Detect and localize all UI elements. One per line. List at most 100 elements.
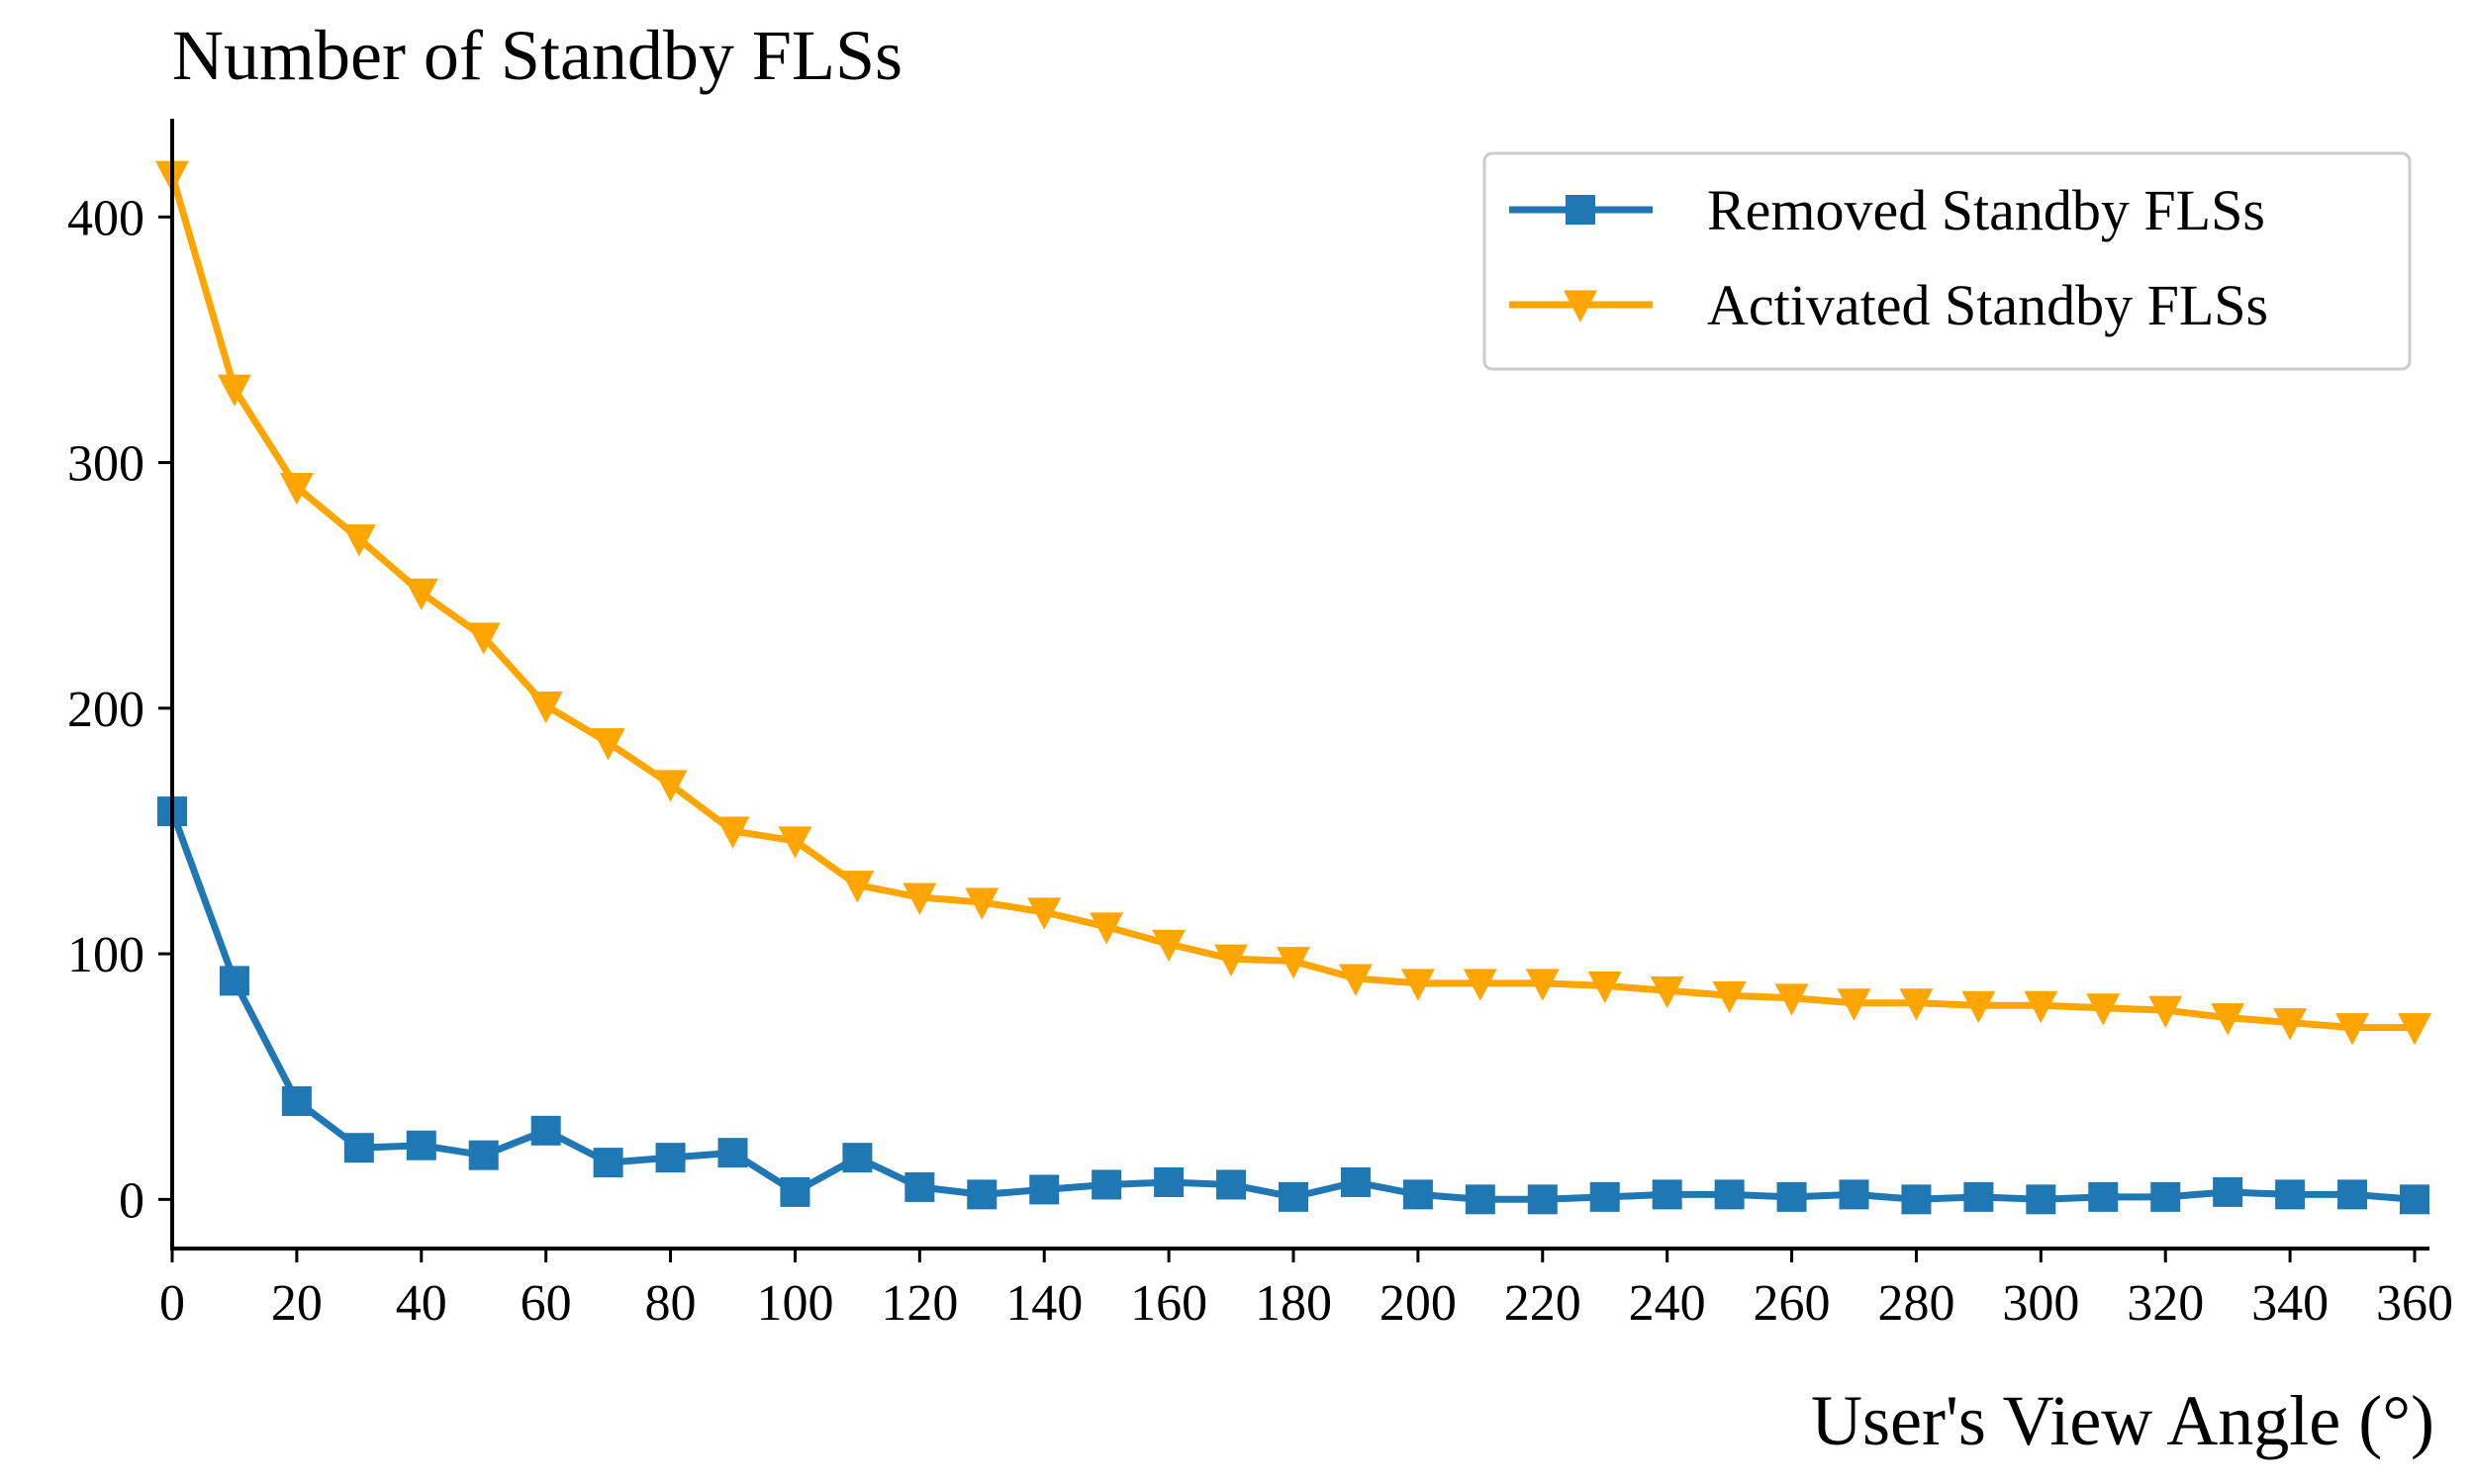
data-point [1650, 975, 1684, 1009]
data-point [1525, 969, 1560, 1001]
data-point [2335, 1013, 2370, 1046]
data-point [1652, 1179, 1682, 1210]
x-ticks: 0 20 40 60 80 100 120 140 160 180 200 220 240 260 280 3… [159, 1249, 2453, 1332]
x-tick-label: 220 [1504, 1275, 1581, 1332]
data-point [1587, 971, 1622, 1004]
data-point [2211, 1003, 2245, 1036]
data-point [279, 472, 314, 506]
legend-marker [1564, 290, 1597, 323]
data-point [404, 578, 438, 610]
y-axis-title: Number of Standby FLSs [172, 16, 903, 95]
data-point [1837, 988, 1871, 1021]
y-tick-label: 100 [67, 927, 144, 983]
data-point [468, 1140, 499, 1170]
data-point [593, 1148, 623, 1178]
x-tick-label: 200 [1380, 1275, 1457, 1332]
data-point [219, 966, 249, 996]
data-point [1774, 983, 1809, 1016]
data-point [2024, 990, 2058, 1024]
data-point [281, 1086, 312, 1117]
data-point [2337, 1179, 2368, 1210]
x-tick-label: 100 [756, 1275, 833, 1332]
y-tick-label: 300 [67, 436, 144, 493]
data-point [2148, 995, 2183, 1029]
data-point [655, 1143, 686, 1173]
legend-label: Removed Standby FLSs [1707, 178, 2265, 242]
data-point [1463, 969, 1497, 1001]
data-point [406, 1130, 436, 1160]
data-point [1839, 1179, 1869, 1210]
data-point [903, 882, 937, 915]
data-point [967, 1179, 998, 1210]
data-point [217, 374, 251, 407]
data-point [1154, 1166, 1185, 1197]
legend-marker [1566, 195, 1595, 225]
x-tick-label: 240 [1629, 1275, 1706, 1332]
y-tick-label: 400 [67, 190, 144, 246]
data-point [2086, 993, 2121, 1026]
data-point [1712, 980, 1747, 1014]
data-point [2088, 1181, 2119, 1212]
x-tick-label: 120 [881, 1275, 958, 1332]
x-tick-label: 300 [2002, 1275, 2079, 1332]
data-point [778, 826, 812, 859]
data-point [591, 728, 625, 761]
data-point [1027, 897, 1062, 930]
data-point [904, 1171, 935, 1202]
data-point [1279, 1181, 1308, 1212]
data-point [653, 770, 688, 802]
data-point [1402, 1179, 1433, 1210]
legend-frame [1482, 151, 2412, 371]
data-point [2273, 1008, 2308, 1041]
y-tick-label: 200 [67, 682, 144, 738]
data-point [466, 622, 501, 655]
x-tick-label: 140 [1005, 1275, 1083, 1332]
data-point [343, 1133, 374, 1163]
data-point [1277, 947, 1310, 979]
data-point [715, 816, 750, 849]
data-point [1216, 1169, 1247, 1200]
data-point [780, 1176, 810, 1207]
data-point [2275, 1179, 2306, 1210]
x-tick-label: 160 [1130, 1275, 1207, 1332]
x-axis-title: User's View Angle (°) [1811, 1381, 2434, 1460]
x-tick-label: 180 [1255, 1275, 1332, 1332]
data-point [1340, 1166, 1371, 1197]
x-tick-label: 320 [2127, 1275, 2204, 1332]
data-point [965, 887, 999, 920]
data-point [1029, 1174, 1060, 1205]
data-point [530, 1115, 561, 1146]
x-tick-label: 280 [1877, 1275, 1954, 1332]
series-removed [157, 796, 2429, 1215]
data-point [1400, 969, 1435, 1001]
series-activated [155, 160, 2431, 1046]
data-point [2026, 1184, 2056, 1215]
x-tick-label: 260 [1754, 1275, 1831, 1332]
x-tick-label: 340 [2251, 1275, 2329, 1332]
data-point [1338, 964, 1373, 996]
data-point [1776, 1181, 1807, 1212]
data-point [2400, 1184, 2429, 1215]
data-point [717, 1138, 748, 1168]
data-point [1714, 1179, 1745, 1210]
data-point [1963, 1181, 1994, 1212]
legend: Removed Standby FLSs Activated Standby FL… [1482, 151, 2412, 371]
y-tick-label: 0 [119, 1172, 144, 1229]
data-point [1092, 1169, 1122, 1200]
x-tick-label: 80 [645, 1275, 697, 1332]
x-tick-label: 0 [159, 1275, 185, 1332]
x-tick-label: 60 [521, 1275, 572, 1332]
data-point [1090, 912, 1124, 945]
data-point [840, 871, 875, 903]
data-point [1961, 990, 1996, 1024]
plot-area [155, 160, 2431, 1215]
data-point [1527, 1184, 1558, 1215]
x-tick-label: 20 [271, 1275, 323, 1332]
data-point [1214, 944, 1249, 976]
data-point [842, 1143, 873, 1173]
data-point [2150, 1181, 2181, 1212]
x-tick-label: 360 [2376, 1275, 2453, 1332]
data-point [341, 524, 376, 557]
data-point [1901, 1184, 1932, 1215]
